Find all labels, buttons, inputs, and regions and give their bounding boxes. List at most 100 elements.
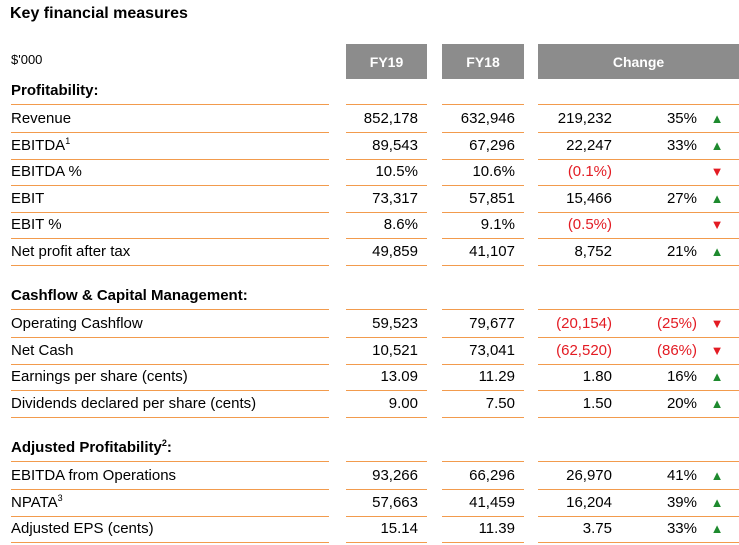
row-divider [346, 238, 427, 239]
row-divider [538, 185, 739, 186]
row-divider [442, 238, 524, 239]
row-divider [346, 212, 427, 213]
row-divider [11, 159, 329, 160]
fy19-value: 59,523 [372, 315, 418, 332]
fy18-value: 11.29 [478, 368, 515, 385]
row-divider [538, 417, 739, 418]
row-divider [11, 185, 329, 186]
row-divider [11, 212, 329, 213]
fy18-value: 57,851 [469, 190, 515, 207]
row-divider [11, 238, 329, 239]
row-divider [346, 461, 427, 462]
row-divider [346, 364, 427, 365]
row-label: Net profit after tax [11, 239, 130, 265]
row-label: EBITDA % [11, 159, 82, 185]
up-arrow-icon: ▲ [710, 244, 724, 259]
row-label: EBIT % [11, 212, 62, 238]
footnote-ref: 2 [161, 438, 167, 448]
change-value: 26,970 [566, 467, 612, 484]
section-title-text: Profitability: [11, 82, 99, 99]
row-divider [538, 104, 739, 105]
up-arrow-icon: ▲ [710, 521, 724, 536]
row-divider [442, 390, 524, 391]
table-row: Revenue 852,178 632,946 219,232 35% ▲ [0, 106, 739, 132]
change-percent: 33% [666, 520, 697, 537]
row-label: EBIT [11, 186, 44, 212]
down-arrow-icon: ▼ [710, 343, 724, 358]
change-percent: (25%) [656, 315, 697, 332]
change-value: (62,520) [556, 342, 612, 359]
row-divider [346, 516, 427, 517]
table-row: EBIT 73,317 57,851 15,466 27% ▲ [0, 186, 739, 212]
table-row: EBITDA % 10.5% 10.6% (0.1%) ▼ [0, 159, 739, 185]
change-percent: 39% [666, 494, 697, 511]
up-arrow-icon: ▲ [710, 396, 724, 411]
row-divider [538, 516, 739, 517]
row-divider [11, 132, 329, 133]
row-label-text: Operating Cashflow [11, 315, 143, 332]
row-divider [442, 364, 524, 365]
table-row: EBITDA from Operations 93,266 66,296 26,970… [0, 463, 739, 489]
row-divider [538, 390, 739, 391]
row-divider [346, 337, 427, 338]
fy19-value: 57,663 [372, 494, 418, 511]
row-divider [11, 364, 329, 365]
row-divider [11, 337, 329, 338]
row-divider [11, 542, 329, 543]
row-label-text: EBIT % [11, 216, 62, 233]
row-label: EBITDA1 [11, 133, 70, 159]
fy19-value: 8.6% [383, 216, 418, 233]
row-label: Earnings per share (cents) [11, 364, 188, 390]
change-percent: 41% [666, 467, 697, 484]
row-divider [11, 461, 329, 462]
change-value: 15,466 [566, 190, 612, 207]
change-percent [620, 159, 697, 185]
row-label: NPATA3 [11, 490, 63, 516]
row-label-text: EBITDA % [11, 163, 82, 180]
up-arrow-icon: ▲ [710, 495, 724, 510]
row-divider [346, 265, 427, 266]
row-divider [538, 489, 739, 490]
row-label-text: NPATA [11, 494, 58, 511]
row-divider [442, 104, 524, 105]
fy19-value: 10,521 [372, 342, 418, 359]
row-divider [11, 417, 329, 418]
fy19-value: 15.14 [380, 520, 418, 537]
row-divider [442, 516, 524, 517]
row-label: Operating Cashflow [11, 311, 143, 337]
row-divider [346, 489, 427, 490]
row-divider [346, 185, 427, 186]
down-arrow-icon: ▼ [710, 164, 724, 179]
row-divider [11, 489, 329, 490]
change-value: (0.5%) [567, 216, 612, 233]
row-label: Net Cash [11, 338, 74, 364]
change-value: 1.80 [582, 368, 612, 385]
row-divider [442, 159, 524, 160]
row-divider [11, 516, 329, 517]
table-row: Earnings per share (cents) 13.09 11.29 1.80… [0, 364, 739, 390]
up-arrow-icon: ▲ [710, 138, 724, 153]
fy18-value: 79,677 [469, 315, 515, 332]
row-label-text: Net Cash [11, 342, 74, 359]
row-divider [346, 309, 427, 310]
header-fy19: FY19 [346, 44, 427, 79]
unit-label: $'000 [11, 52, 43, 67]
row-divider [442, 417, 524, 418]
row-divider [538, 238, 739, 239]
up-arrow-icon: ▲ [710, 111, 724, 126]
row-divider [538, 159, 739, 160]
page-title: Key financial measures [10, 5, 188, 22]
row-divider [442, 489, 524, 490]
row-divider [346, 104, 427, 105]
change-value: 1.50 [582, 395, 612, 412]
header-change: Change [538, 44, 739, 79]
table-row: Net Cash 10,521 73,041 (62,520) (86%) ▼ [0, 338, 739, 364]
table-row: EBIT % 8.6% 9.1% (0.5%) ▼ [0, 212, 739, 238]
fy19-value: 852,178 [363, 110, 418, 127]
change-percent: (86%) [656, 342, 697, 359]
row-divider [11, 390, 329, 391]
fy18-value: 7.50 [485, 395, 515, 412]
footnote-ref: 3 [57, 493, 63, 503]
table-row: Adjusted EPS (cents) 15.14 11.39 3.75 33% ▲ [0, 516, 739, 542]
